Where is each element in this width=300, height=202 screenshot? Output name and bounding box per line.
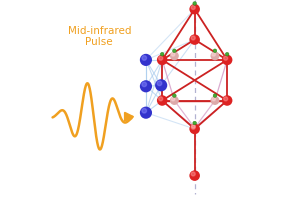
Circle shape xyxy=(225,53,229,57)
Circle shape xyxy=(189,35,200,46)
Circle shape xyxy=(140,55,152,67)
Circle shape xyxy=(172,50,176,53)
Circle shape xyxy=(193,122,196,125)
Circle shape xyxy=(140,81,152,93)
Circle shape xyxy=(170,97,179,105)
Circle shape xyxy=(224,57,228,61)
Circle shape xyxy=(142,83,146,87)
Circle shape xyxy=(212,54,215,57)
Circle shape xyxy=(189,124,200,135)
Circle shape xyxy=(191,126,195,130)
Circle shape xyxy=(140,107,152,119)
Circle shape xyxy=(192,125,195,128)
Circle shape xyxy=(189,5,200,15)
Circle shape xyxy=(189,170,200,181)
Circle shape xyxy=(157,82,162,86)
Circle shape xyxy=(211,97,219,105)
Circle shape xyxy=(159,57,163,61)
Circle shape xyxy=(157,96,167,106)
Circle shape xyxy=(193,3,196,6)
Circle shape xyxy=(171,98,175,101)
Circle shape xyxy=(222,55,232,66)
Circle shape xyxy=(211,52,219,61)
Circle shape xyxy=(191,172,195,176)
Circle shape xyxy=(142,109,146,114)
Circle shape xyxy=(171,54,175,57)
Circle shape xyxy=(212,98,215,101)
Circle shape xyxy=(213,94,217,98)
Circle shape xyxy=(191,6,195,11)
Circle shape xyxy=(224,97,228,101)
Circle shape xyxy=(157,55,167,66)
Circle shape xyxy=(213,50,217,53)
Circle shape xyxy=(170,52,179,61)
Circle shape xyxy=(155,80,167,92)
Circle shape xyxy=(172,94,176,98)
Circle shape xyxy=(190,124,199,133)
Circle shape xyxy=(191,37,195,41)
Circle shape xyxy=(222,96,232,106)
Circle shape xyxy=(142,56,146,61)
Text: Mid-infrared
Pulse: Mid-infrared Pulse xyxy=(68,26,131,47)
Circle shape xyxy=(160,53,164,57)
Circle shape xyxy=(159,97,163,101)
